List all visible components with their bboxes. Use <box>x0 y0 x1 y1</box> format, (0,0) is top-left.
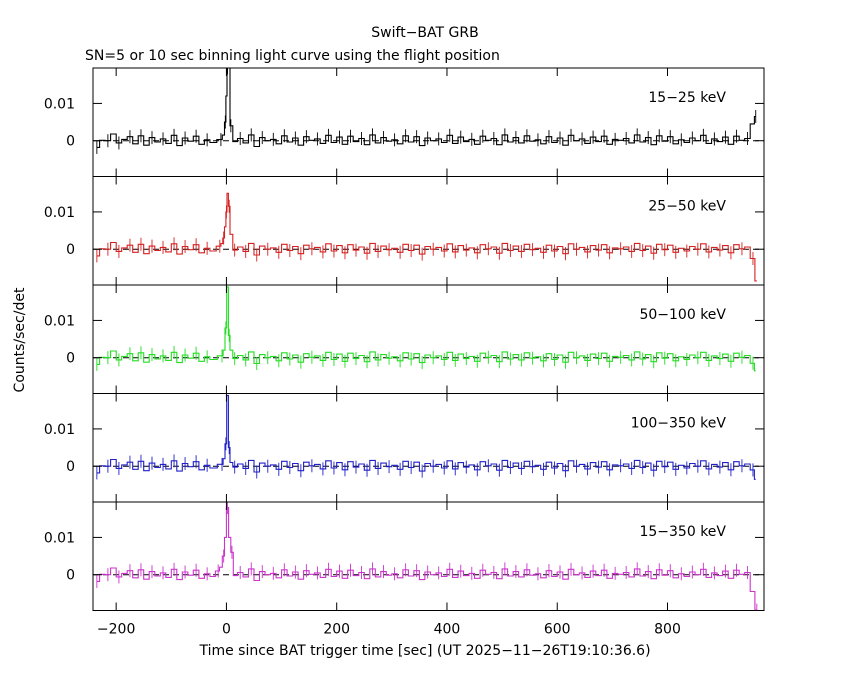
panel-2: 0 0.01 50−100 keV <box>44 284 765 394</box>
y-tick-label: 0.01 <box>44 96 75 112</box>
panel-0: 0 0.01 15−25 keV <box>44 67 765 177</box>
panel-label: 15−25 keV <box>648 90 726 106</box>
series-line <box>96 192 757 282</box>
x-tick-label: 400 <box>434 622 461 638</box>
x-tick-label: 0 <box>222 622 231 638</box>
y-tick-label: 0.01 <box>44 422 75 438</box>
chart-title: Swift−BAT GRB <box>371 25 478 41</box>
y-tick-label: 0 <box>66 134 75 150</box>
x-tick-label: 800 <box>654 622 681 638</box>
panel-label: 100−350 keV <box>631 416 727 432</box>
y-tick-label: 0.01 <box>44 530 75 546</box>
y-axis-label: Counts/sec/det <box>12 287 28 392</box>
panel-label: 15−350 keV <box>639 524 726 540</box>
x-tick-label: 600 <box>544 622 571 638</box>
panel-frame <box>92 501 765 611</box>
series-line <box>96 507 757 611</box>
chart-subtitle: SN=5 or 10 sec binning light curve using… <box>85 48 500 64</box>
panel-frame <box>92 67 765 177</box>
x-tick-label: 200 <box>323 622 350 638</box>
series-line <box>96 394 756 480</box>
series-line <box>96 286 756 372</box>
x-tick-label: −200 <box>97 622 135 638</box>
y-tick-label: 0 <box>66 568 75 584</box>
series-line <box>96 67 756 148</box>
y-tick-label: 0 <box>66 242 75 258</box>
y-tick-label: 0.01 <box>44 313 75 329</box>
panel-4: 0 0.01 15−350 keV <box>44 501 765 611</box>
y-tick-label: 0 <box>66 459 75 475</box>
x-axis-label: Time since BAT trigger time [sec] (UT 20… <box>198 643 650 659</box>
panel-1: 0 0.01 25−50 keV <box>44 176 765 286</box>
panel-3: 0 0.01 100−350 keV <box>44 393 765 503</box>
y-tick-label: 0 <box>66 351 75 367</box>
panel-label: 25−50 keV <box>648 199 726 215</box>
panel-frame <box>92 176 765 286</box>
panels: 0 0.01 15−25 keV 0 0.01 25−50 keV 0 0.01 50−100 … <box>44 67 765 638</box>
panel-label: 50−100 keV <box>639 307 726 323</box>
panel-frame <box>92 284 765 394</box>
panel-frame <box>92 393 765 503</box>
y-tick-label: 0.01 <box>44 205 75 221</box>
